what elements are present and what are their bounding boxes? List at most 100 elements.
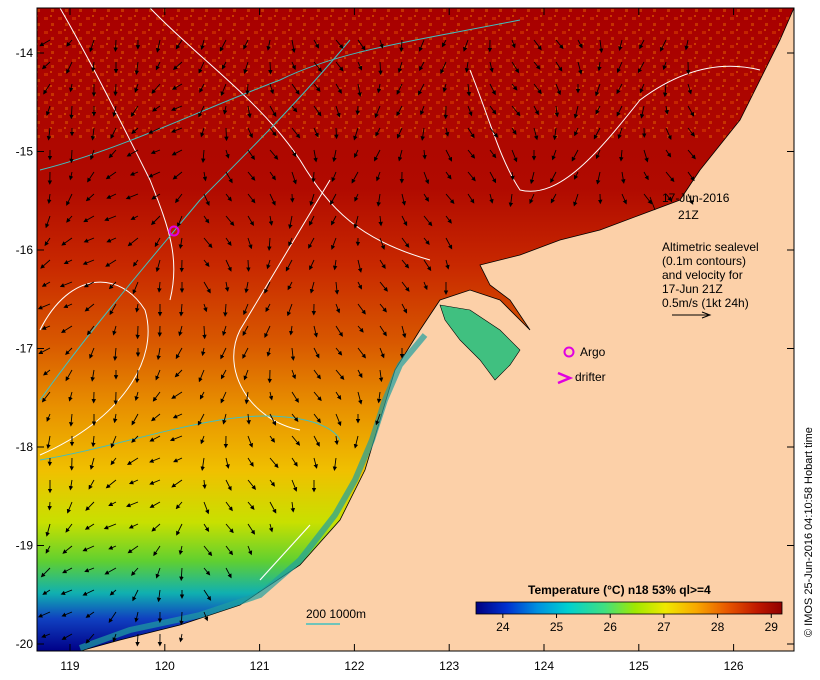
velocity-arrow (332, 457, 338, 472)
lon-tick-label: 122 (344, 659, 364, 673)
velocity-arrow (200, 39, 205, 50)
velocity-arrow (148, 127, 161, 134)
velocity-arrow (376, 193, 381, 207)
velocity-arrow (309, 215, 315, 226)
velocity-arrow (445, 193, 455, 205)
velocity-arrow (83, 281, 95, 288)
velocity-arrow (269, 149, 279, 160)
velocity-arrow (105, 479, 117, 489)
velocity-arrow (243, 369, 249, 381)
velocity-arrow (110, 457, 117, 466)
velocity-arrow (616, 83, 623, 95)
argo-label: Argo (580, 345, 606, 359)
velocity-arrow (331, 215, 337, 226)
velocity-arrow (203, 215, 210, 224)
velocity-arrow (153, 545, 161, 557)
velocity-arrow (42, 589, 51, 595)
velocity-arrow (396, 105, 403, 117)
velocity-arrow (110, 435, 117, 449)
velocity-arrow (203, 567, 211, 576)
velocity-arrow (203, 281, 211, 294)
velocity-arrow (378, 61, 383, 76)
velocity-arrow (639, 83, 645, 94)
velocity-arrow (242, 347, 249, 359)
velocity-arrow (357, 83, 362, 97)
velocity-arrow (466, 83, 472, 97)
velocity-arrow (225, 149, 230, 159)
velocity-arrow (376, 391, 382, 404)
velocity-arrow (378, 215, 383, 227)
velocity-arrow (533, 39, 542, 51)
velocity-arrow (85, 633, 95, 644)
velocity-arrow (86, 325, 95, 336)
velocity-arrow (108, 281, 117, 290)
land-mass (79, 7, 795, 652)
velocity-arrow (113, 39, 118, 52)
lat-tick-label: -19 (16, 539, 34, 553)
velocity-arrow (128, 479, 139, 485)
velocity-arrow (379, 39, 384, 49)
velocity-arrow (550, 171, 557, 184)
velocity-arrow (269, 83, 275, 95)
lat-tick-label: -15 (16, 145, 34, 159)
velocity-arrow (571, 149, 579, 162)
velocity-arrow (112, 347, 118, 361)
velocity-arrow (335, 303, 341, 314)
velocity-arrow (489, 149, 497, 159)
velocity-arrow (269, 193, 276, 206)
velocity-arrow (290, 501, 296, 513)
velocity-arrow (401, 237, 410, 248)
velocity-arrow (175, 39, 183, 50)
velocity-arrow (313, 435, 320, 447)
velocity-arrow (203, 523, 210, 532)
velocity-arrow (127, 457, 139, 466)
velocity-arrow (225, 457, 230, 469)
velocity-arrow (313, 61, 322, 73)
velocity-arrow (219, 39, 227, 52)
legend-line-2: (0.1m contours) (662, 254, 746, 268)
legend-line-1: Altimetric sealevel (662, 240, 759, 254)
velocity-arrow (357, 369, 363, 379)
velocity-arrow (171, 391, 183, 399)
velocity-arrow (489, 193, 494, 204)
velocity-arrow (379, 325, 387, 337)
velocity-arrow (178, 237, 184, 250)
velocity-arrow (593, 127, 601, 140)
velocity-arrow (511, 39, 516, 49)
velocity-arrow (152, 391, 161, 402)
velocity-arrow (444, 127, 450, 137)
lon-tick-label: 123 (439, 659, 459, 673)
velocity-arrow (60, 589, 73, 595)
sealevel-contours (39, 7, 761, 581)
velocity-arrow (65, 347, 73, 356)
velocity-arrow (66, 61, 73, 74)
lon-tick-label: 120 (155, 659, 175, 673)
velocity-arrow (155, 567, 161, 579)
velocity-arrow (112, 325, 117, 336)
velocity-arrow (199, 83, 205, 93)
lat-tick-label: -18 (16, 440, 34, 454)
velocity-arrow (379, 259, 386, 270)
velocity-arrow (243, 39, 249, 50)
velocity-arrow (112, 105, 117, 117)
velocity-arrow (313, 149, 318, 163)
velocity-arrow (61, 325, 73, 334)
colorbar-ticks: 24 25 26 27 28 29 (496, 614, 778, 634)
velocity-arrow (83, 237, 95, 243)
velocity-arrow (291, 413, 299, 422)
velocity-arrow (225, 545, 234, 556)
velocity-arrow (68, 479, 74, 491)
velocity-arrow (313, 457, 318, 469)
velocity-arrow (247, 501, 255, 510)
velocity-arrow (286, 303, 293, 317)
velocity-arrow (335, 347, 343, 356)
velocity-arrow (243, 303, 249, 316)
velocity-arrow (220, 347, 227, 360)
velocity-arrow (247, 479, 257, 490)
velocity-arrow (313, 127, 319, 138)
velocity-arrow (132, 589, 139, 602)
velocity-arrow (396, 127, 403, 139)
velocity-arrow (463, 39, 469, 52)
velocity-arrow (151, 193, 161, 200)
velocity-arrow (489, 171, 497, 184)
